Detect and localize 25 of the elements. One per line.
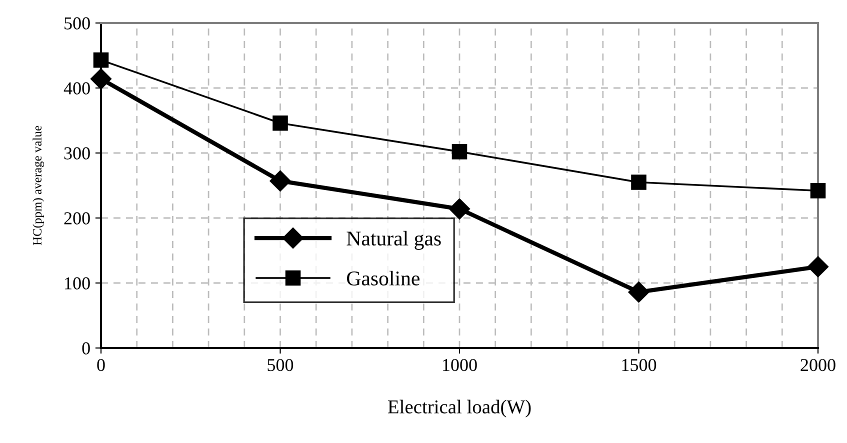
point [628,282,650,303]
x-tick-label: 1500 [622,358,656,372]
point [270,170,291,192]
x-tick-label: 1000 [443,358,477,372]
y-tick-label: 500 [64,17,90,30]
point [807,256,829,278]
y-tick-label: 100 [65,277,90,290]
y-tick-label: 300 [64,147,90,160]
x-tick-label: 2000 [800,358,836,372]
y-axis-title: HC(ppm) average value [32,126,44,246]
point [810,183,826,198]
x-axis-title: Electrical load(W) [388,400,531,418]
y-tick-label: 0 [82,342,90,354]
point [93,52,109,68]
x-tick-label: 0 [97,358,105,372]
point [631,174,646,190]
y-tick-label: 200 [64,212,90,224]
point [452,144,468,160]
point [272,115,288,131]
legend-label: Gasoline [347,270,420,286]
legend-label: Natural gas [346,230,441,250]
x-tick-label: 500 [268,358,294,372]
point [90,68,112,90]
y-tick-label: 400 [64,82,90,94]
point [448,198,470,220]
